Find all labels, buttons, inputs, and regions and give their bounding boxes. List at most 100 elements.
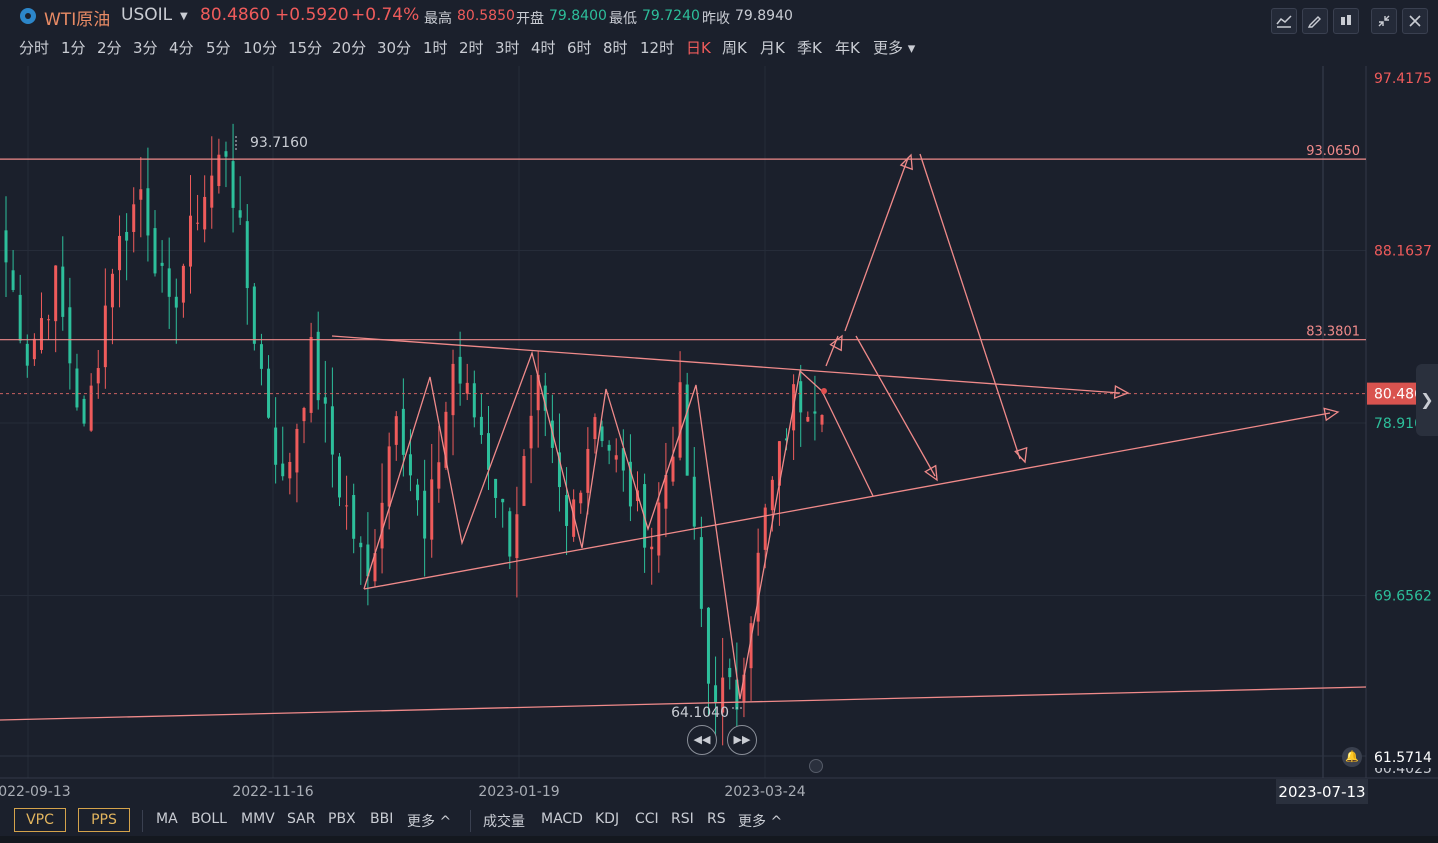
period-20[interactable]: 季K bbox=[797, 39, 822, 57]
candle-body bbox=[806, 416, 810, 422]
period-19[interactable]: 月K bbox=[760, 39, 785, 57]
candle-body bbox=[657, 502, 661, 556]
period-7[interactable]: 15分 bbox=[288, 39, 323, 57]
indicator-bar: VPC PPS MA BOLL MMV SAR PBX BBI 更多 ^ 成交量 MACD KD… bbox=[0, 806, 1438, 836]
indicator-sub-3[interactable]: CCI bbox=[635, 811, 659, 827]
period-21[interactable]: 年K bbox=[835, 39, 860, 57]
candle-body bbox=[118, 235, 122, 271]
period-13[interactable]: 4时 bbox=[531, 39, 556, 57]
period-9[interactable]: 30分 bbox=[377, 39, 412, 57]
arrow-head-icon bbox=[1323, 407, 1340, 422]
open-value: 79.8400 bbox=[549, 8, 607, 24]
period-18[interactable]: 周K bbox=[722, 39, 747, 57]
projection-down-2[interactable] bbox=[919, 153, 1021, 460]
indicator-box-vpc[interactable]: VPC bbox=[14, 808, 66, 832]
indicator-sub-2[interactable]: KDJ bbox=[595, 811, 620, 827]
candle-body bbox=[89, 385, 93, 431]
jump-start-icon[interactable]: ◀︎◀︎ bbox=[687, 725, 717, 755]
projection-down-3[interactable] bbox=[855, 335, 936, 477]
candle-body bbox=[245, 221, 249, 289]
period-2[interactable]: 2分 bbox=[97, 39, 122, 57]
candle-body bbox=[699, 537, 703, 609]
indicator-main-6[interactable]: 更多 ^ bbox=[407, 814, 452, 830]
period-14[interactable]: 6时 bbox=[567, 39, 592, 57]
symbol-code[interactable]: USOIL bbox=[121, 5, 173, 25]
indicator-box-pps[interactable]: PPS bbox=[78, 808, 130, 832]
indicator-main-2[interactable]: MMV bbox=[241, 811, 275, 827]
candle-body bbox=[508, 511, 512, 557]
period-8[interactable]: 20分 bbox=[332, 39, 367, 57]
pen-icon[interactable] bbox=[1302, 8, 1328, 34]
arrow-head-icon bbox=[899, 153, 913, 171]
symbol-name[interactable]: WTI原油 bbox=[44, 10, 111, 30]
collapse-icon[interactable] bbox=[1371, 8, 1397, 34]
close-icon[interactable] bbox=[1402, 8, 1428, 34]
period-3[interactable]: 3分 bbox=[133, 39, 158, 57]
candle-body bbox=[210, 175, 214, 208]
candle-body bbox=[359, 542, 363, 548]
period-12[interactable]: 3时 bbox=[495, 39, 520, 57]
zigzag-pattern[interactable] bbox=[363, 350, 823, 700]
chart-canvas[interactable]: 93.0650 83.3801 93.7160 64.1040 97.4175 88.16… bbox=[0, 66, 1438, 804]
indicator-main-5[interactable]: BBI bbox=[370, 811, 394, 827]
indicator-sub-1[interactable]: MACD bbox=[541, 811, 583, 827]
period-4[interactable]: 4分 bbox=[169, 39, 194, 57]
period-15[interactable]: 8时 bbox=[603, 39, 628, 57]
divider bbox=[142, 810, 143, 832]
candle-icon[interactable] bbox=[1333, 8, 1359, 34]
period-0[interactable]: 分时 bbox=[19, 39, 50, 57]
period-1[interactable]: 1分 bbox=[61, 39, 86, 57]
descending-trendline[interactable] bbox=[331, 335, 1121, 394]
projection-down-1[interactable] bbox=[821, 390, 874, 497]
candle-body bbox=[458, 356, 462, 384]
period-17[interactable]: 日K bbox=[686, 39, 711, 57]
period-5[interactable]: 5分 bbox=[206, 39, 231, 57]
indicator-sub-0[interactable]: 成交量 bbox=[483, 814, 525, 830]
period-16[interactable]: 12时 bbox=[640, 39, 675, 57]
candle-body bbox=[557, 452, 561, 488]
candle-body bbox=[777, 441, 781, 486]
symbol-dropdown-icon[interactable]: ▼ bbox=[180, 11, 188, 22]
candle-body bbox=[47, 319, 51, 321]
candle-body bbox=[188, 215, 192, 267]
drag-handle-icon[interactable] bbox=[809, 759, 823, 773]
indicator-sub-6[interactable]: 更多 ^ bbox=[738, 814, 783, 830]
candle-body bbox=[337, 456, 341, 498]
projection-up-2[interactable] bbox=[844, 157, 909, 332]
candle-body bbox=[472, 383, 476, 418]
arrow-head-icon bbox=[1113, 385, 1130, 400]
line-tool-icon[interactable] bbox=[1271, 8, 1297, 34]
candle-body bbox=[763, 507, 767, 550]
indicator-sub-5[interactable]: RS bbox=[707, 811, 726, 827]
candle-body bbox=[259, 344, 263, 369]
indicator-main-3[interactable]: SAR bbox=[287, 811, 316, 827]
indicator-main-4[interactable]: PBX bbox=[328, 811, 356, 827]
candle-body bbox=[274, 427, 278, 465]
side-panel-toggle-icon[interactable]: ❯ bbox=[1416, 364, 1438, 436]
indicator-main-0[interactable]: MA bbox=[156, 811, 178, 827]
period-6[interactable]: 10分 bbox=[243, 39, 278, 57]
candlestick-chart[interactable]: 93.0650 83.3801 93.7160 64.1040 97.4175 88.16… bbox=[0, 66, 1438, 804]
candle-body bbox=[132, 204, 136, 232]
support-trendline[interactable] bbox=[0, 686, 1367, 721]
period-11[interactable]: 2时 bbox=[459, 39, 484, 57]
indicator-sub-4[interactable]: RSI bbox=[671, 811, 694, 827]
candle-body bbox=[671, 456, 675, 482]
open-label: 开盘 bbox=[516, 11, 544, 27]
jump-end-icon[interactable]: ▶︎▶︎ bbox=[727, 725, 757, 755]
low-value: 79.7240 bbox=[642, 8, 700, 24]
candle-body bbox=[309, 337, 313, 413]
candle-body bbox=[68, 307, 72, 364]
divider bbox=[470, 810, 471, 832]
period-22[interactable]: 更多 ▾ bbox=[873, 39, 916, 57]
indicator-main-1[interactable]: BOLL bbox=[191, 811, 227, 827]
bottom-strip bbox=[0, 836, 1438, 843]
arrow-head-icon bbox=[829, 334, 843, 352]
period-10[interactable]: 1时 bbox=[423, 39, 448, 57]
candle-body bbox=[330, 406, 334, 455]
alert-bell-icon[interactable]: 🔔 bbox=[1342, 747, 1362, 767]
candle-body bbox=[607, 444, 611, 451]
ascending-trendline[interactable] bbox=[363, 412, 1331, 590]
candle-body bbox=[451, 363, 455, 416]
candle-body bbox=[706, 607, 710, 684]
